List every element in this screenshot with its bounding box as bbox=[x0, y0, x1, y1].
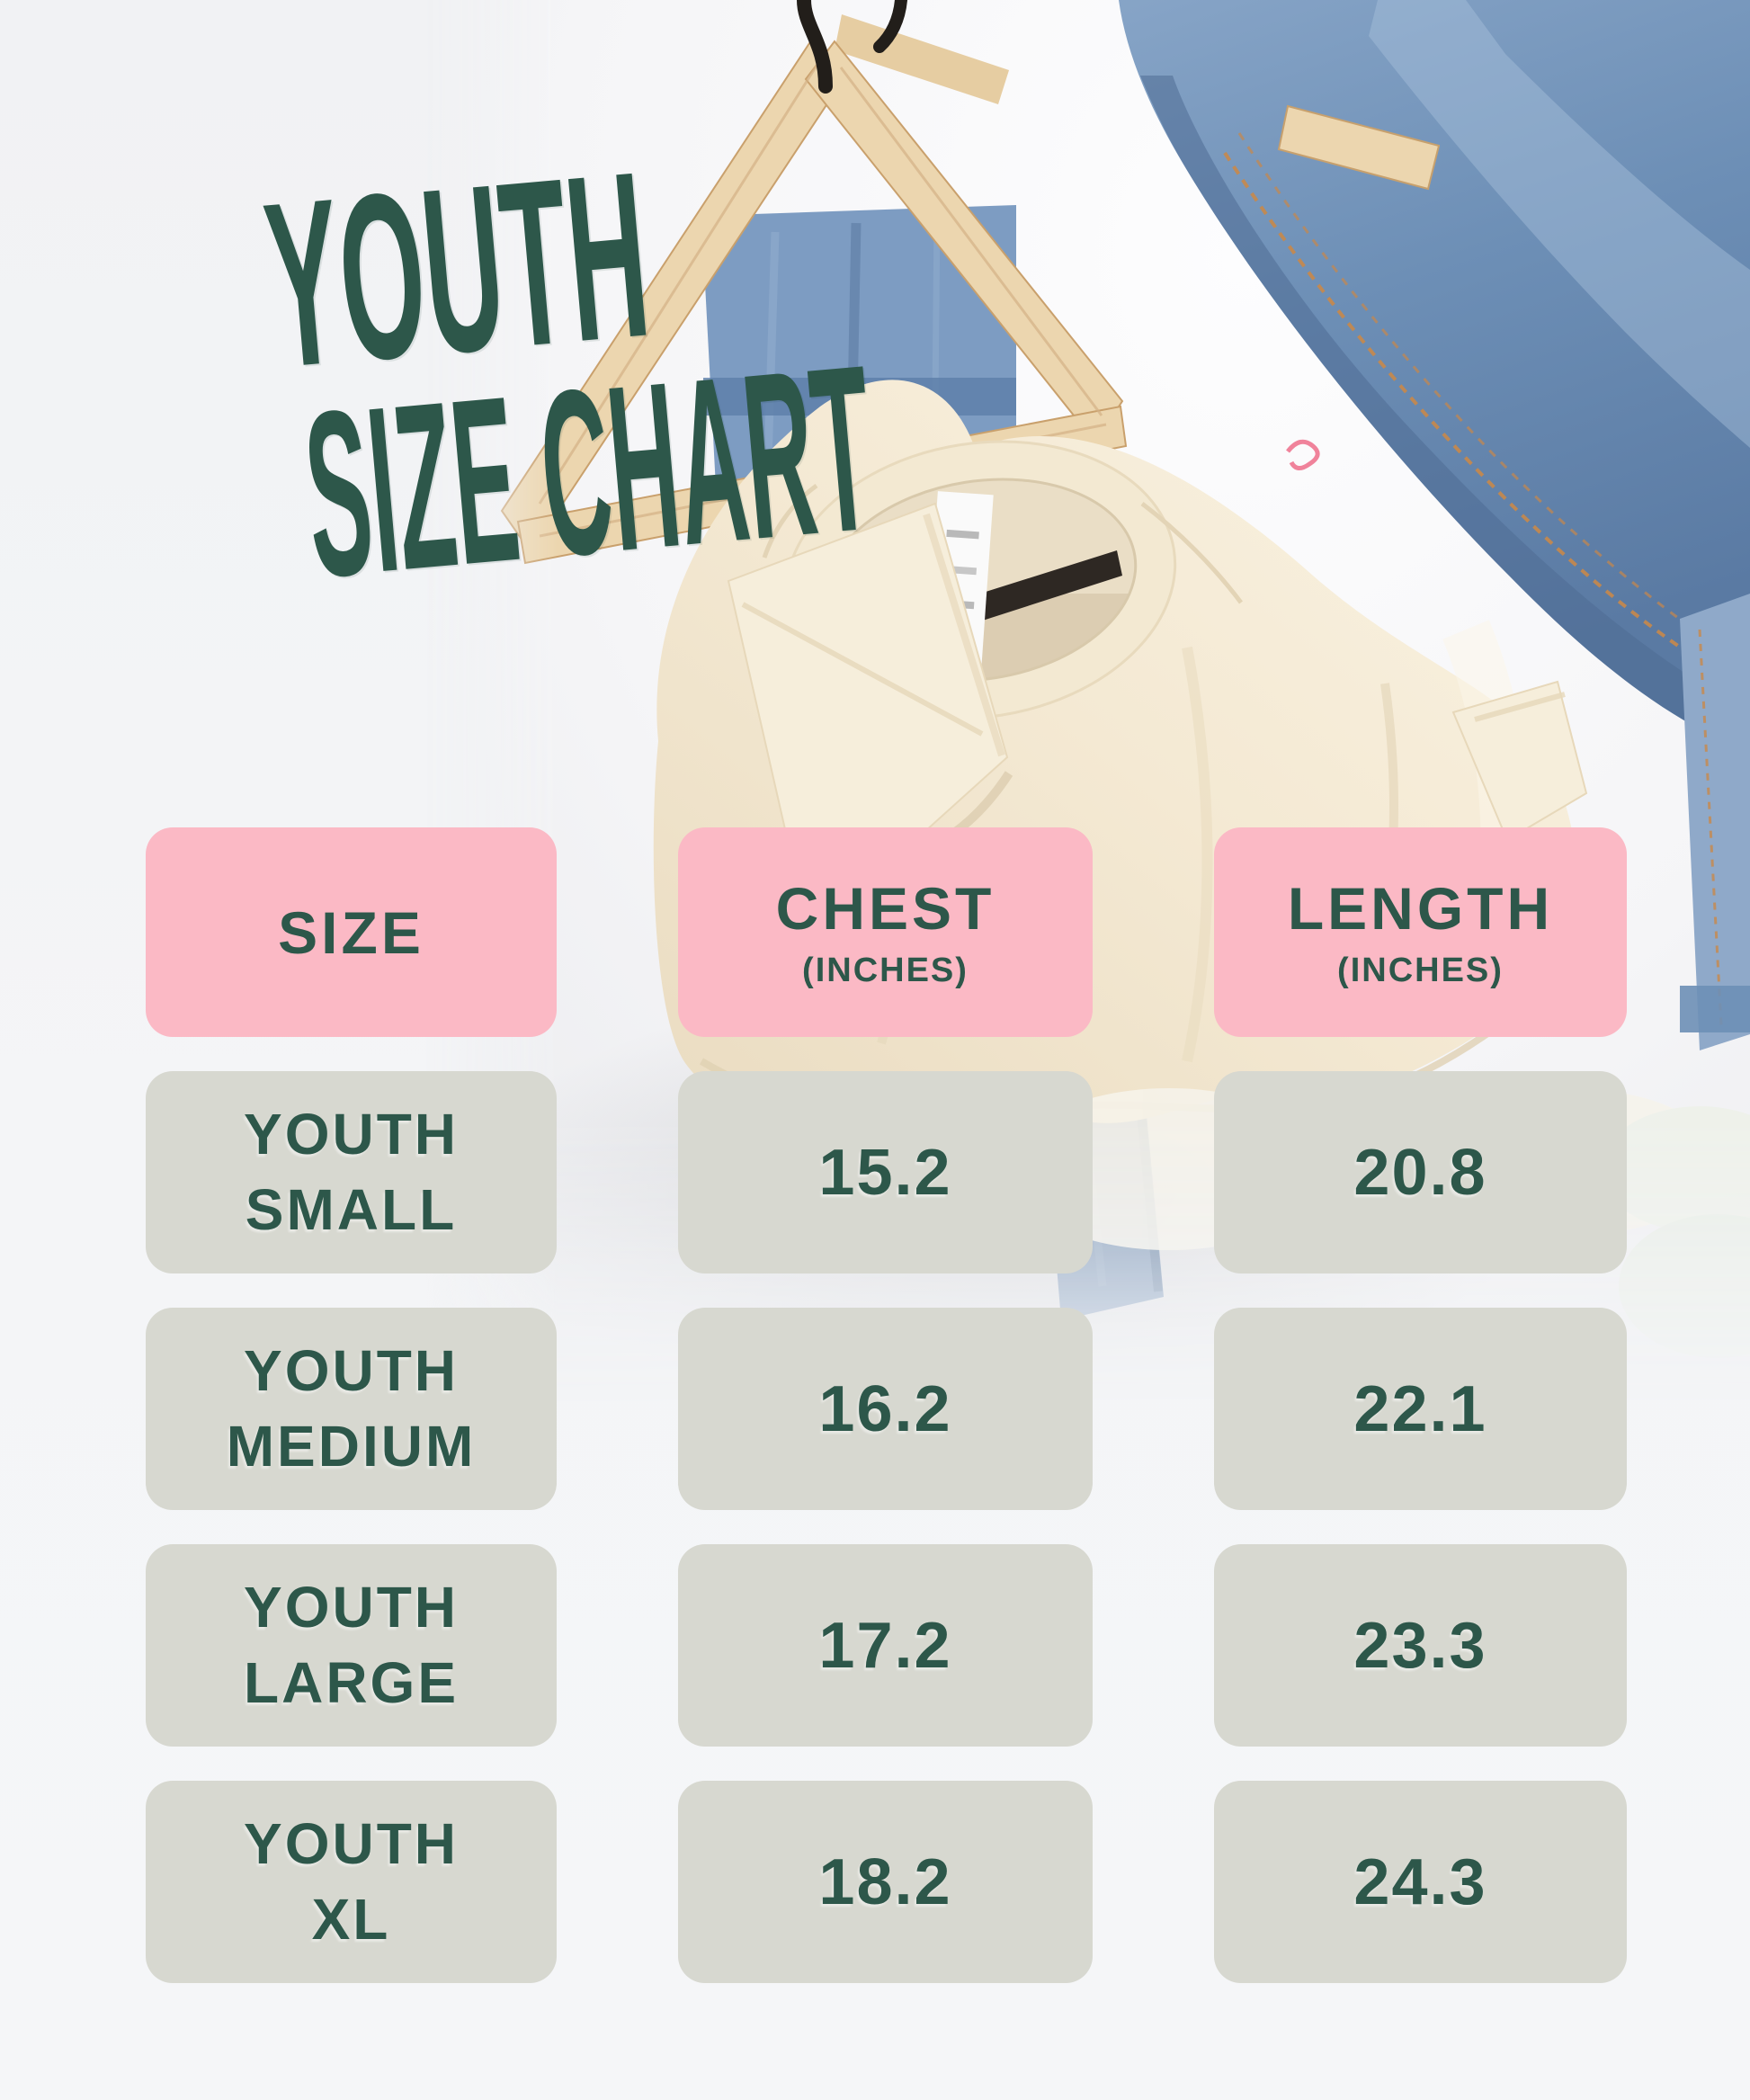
row-youth-medium-chest: 16.2 bbox=[678, 1308, 1093, 1510]
size-chart-table: SIZE CHEST (INCHES) LENGTH (INCHES) YOUT… bbox=[146, 827, 1627, 1983]
header-size-label: SIZE bbox=[278, 898, 424, 966]
row-youth-small-length: 20.8 bbox=[1214, 1071, 1627, 1273]
row-youth-small-size: YOUTH SMALL bbox=[146, 1071, 557, 1273]
page-title: YOUTH SIZE CHART bbox=[73, 122, 883, 628]
header-chest: CHEST (INCHES) bbox=[678, 827, 1093, 1037]
row-youth-xl-size: YOUTH XL bbox=[146, 1781, 557, 1983]
header-length-sub: (INCHES) bbox=[1337, 952, 1504, 989]
header-chest-sub: (INCHES) bbox=[802, 952, 969, 989]
row-youth-large-chest: 17.2 bbox=[678, 1544, 1093, 1747]
denim-sleeve-right bbox=[1680, 594, 1750, 1050]
header-length-label: LENGTH bbox=[1287, 875, 1554, 942]
second-hanger bbox=[835, 0, 1441, 191]
row-youth-medium-length: 22.1 bbox=[1214, 1308, 1627, 1510]
header-size: SIZE bbox=[146, 827, 557, 1037]
pink-thread bbox=[1286, 439, 1320, 470]
row-youth-xl-length: 24.3 bbox=[1214, 1781, 1627, 1983]
row-youth-medium-size: YOUTH MEDIUM bbox=[146, 1308, 557, 1510]
metal-hook-icon bbox=[797, 0, 833, 94]
row-youth-small-chest: 15.2 bbox=[678, 1071, 1093, 1273]
header-length: LENGTH (INCHES) bbox=[1214, 827, 1627, 1037]
title-line-2: SIZE CHART bbox=[296, 315, 883, 628]
row-youth-large-size: YOUTH LARGE bbox=[146, 1544, 557, 1747]
header-chest-label: CHEST bbox=[775, 875, 996, 942]
row-youth-large-length: 23.3 bbox=[1214, 1544, 1627, 1747]
row-youth-xl-chest: 18.2 bbox=[678, 1781, 1093, 1983]
